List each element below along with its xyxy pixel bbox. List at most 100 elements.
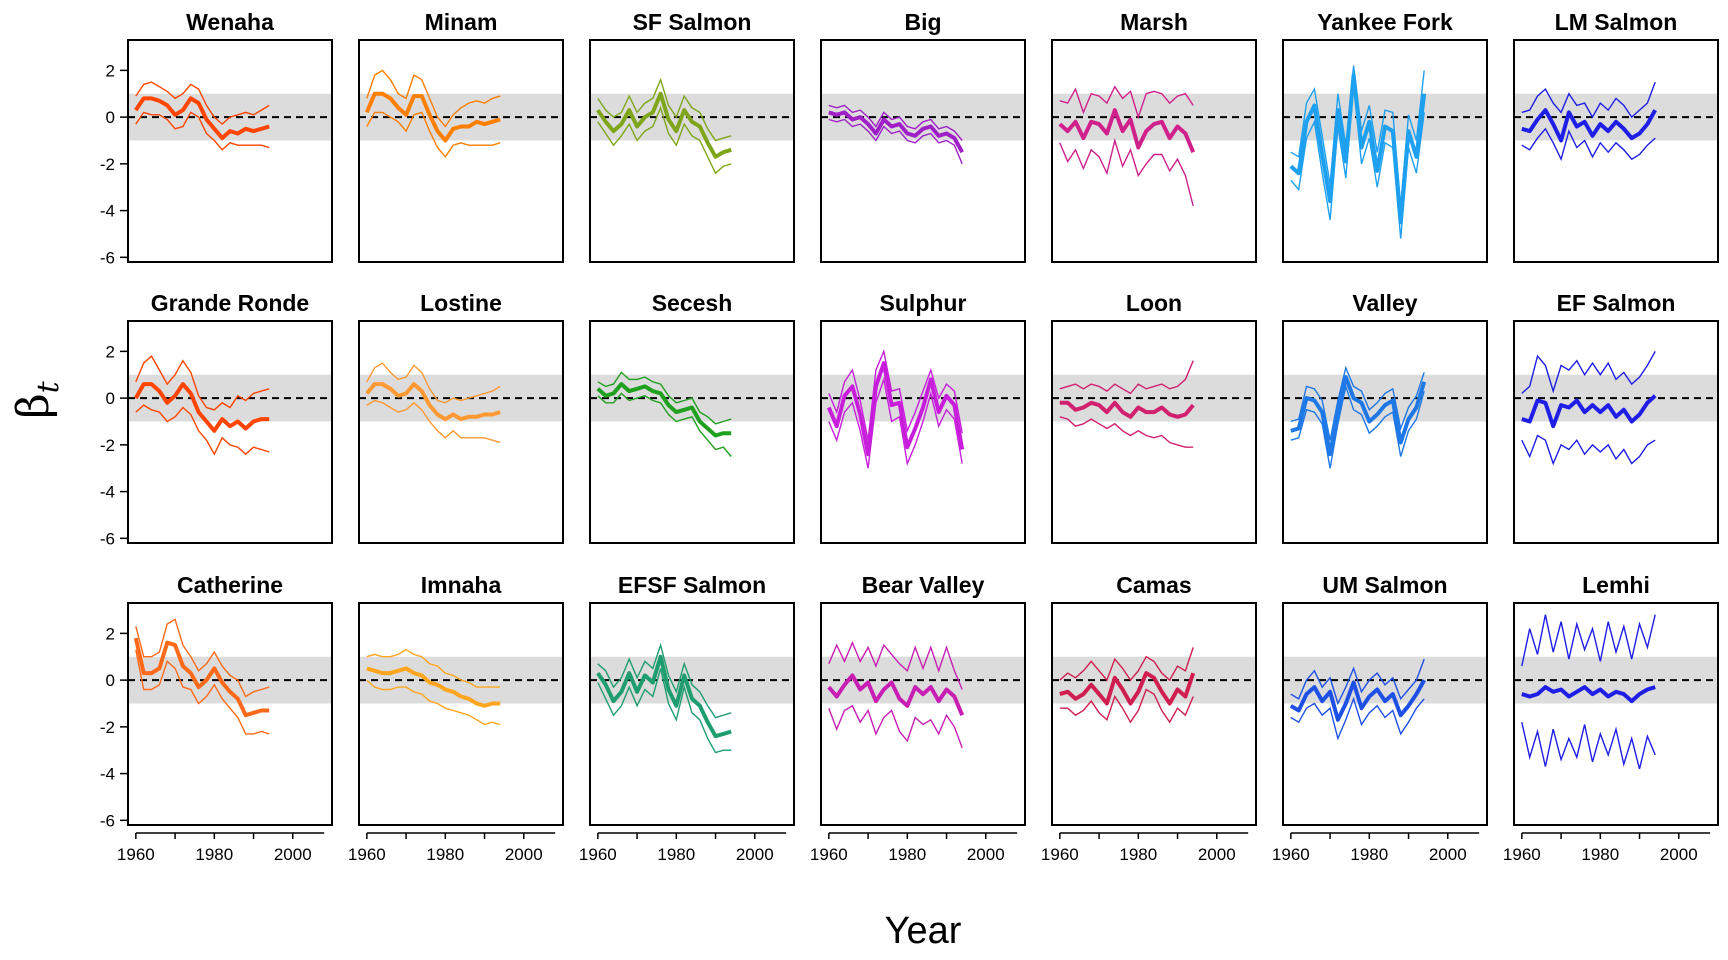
x-tick-label: 2000 [736,845,774,864]
y-tick-label: -6 [100,811,115,830]
series-lines [1521,81,1657,162]
panel-big: Big [820,9,1026,263]
series-lines [364,69,501,158]
mean-line [134,382,270,433]
panel-grande-ronde: Grande Ronde 2 0 -2 -4 -6 [100,290,333,548]
panel-marsh: Marsh [1051,9,1257,263]
x-tick-label: 2000 [1429,845,1467,864]
series-lines [596,77,732,175]
panel-frame [1513,39,1719,263]
mean-line [1521,685,1656,704]
x-tick-label: 1980 [195,845,233,864]
y-tick-label: -6 [100,248,115,267]
x-tick-label: 1960 [810,845,848,864]
panel-title: Loon [1126,290,1182,316]
series-lines [366,648,501,726]
x-tick-label: 1980 [426,845,464,864]
svg-text:βt: βt [8,380,66,418]
panel-frame [1282,602,1488,826]
lower-bound-line [1521,722,1656,770]
mean-line [1059,400,1195,419]
panel-frame [1282,320,1488,544]
upper-bound-line [1290,658,1425,706]
panel-wenaha: Wenaha 2 0 -2 -4 -6 [100,9,333,267]
panel-frame [1513,320,1719,544]
panel-title: Valley [1352,290,1417,316]
panel-loon: Loon [1051,290,1257,544]
series-lines [826,349,965,469]
panel-minam: Minam [358,9,564,263]
upper-bound-line [597,642,732,719]
mean-line [1059,671,1196,706]
panel-um-salmon: UM Salmon 1960 1980 2000 [1272,572,1488,864]
panel-frame [589,320,795,544]
lower-bound-line [1290,383,1425,469]
mean-line [827,673,965,716]
panel-lm-salmon: LM Salmon [1513,9,1719,263]
panel-frame [820,39,1026,263]
panel-frame [127,39,333,263]
mean-line [1058,108,1196,153]
panel-frame [820,320,1026,544]
y-tick-label: 2 [106,61,115,80]
y-axis-title-subscript: t [31,380,66,393]
mean-line [596,91,732,159]
panel-frame [127,320,333,544]
series-lines [1059,360,1195,448]
y-tick-label: -6 [100,529,115,548]
upper-bound-line [1521,614,1656,667]
panel-bear-valley: Bear Valley 1960 1980 2000 [810,572,1026,864]
upper-bound-line [366,648,501,688]
panel-frame [358,39,564,263]
x-tick-label: 2000 [967,845,1005,864]
x-tick-label: 1980 [657,845,695,864]
panel-title: Grande Ronde [151,290,309,316]
mean-line [826,361,965,457]
x-tick-label: 1980 [888,845,926,864]
mean-line [1521,394,1657,429]
panel-frame [820,602,1026,826]
lower-bound-line [1290,696,1425,741]
panel-title: Bear Valley [862,572,985,598]
x-tick-label: 1960 [1272,845,1310,864]
y-tick-label: -2 [100,155,115,174]
upper-bound-line [828,104,963,141]
panel-frame [1282,39,1488,263]
y-tick-label: -2 [100,436,115,455]
panel-lemhi: Lemhi 1960 1980 2000 [1503,572,1719,864]
panel-sulphur: Sulphur [820,290,1026,544]
panel-title: Imnaha [421,572,502,598]
upper-bound-line [1521,351,1656,394]
upper-bound-line [366,69,501,128]
panel-ef-salmon: EF Salmon [1513,290,1719,544]
panel-frame [1051,320,1257,544]
x-tick-label: 1960 [1503,845,1541,864]
x-axis-title: Year [885,910,962,952]
x-tick-label: 1960 [117,845,155,864]
x-tick-label: 2000 [1198,845,1236,864]
lower-bound-line [597,105,732,175]
x-tick-label: 1980 [1581,845,1619,864]
panel-frame [589,602,795,826]
lower-bound-line [1059,416,1194,448]
x-tick-label: 1960 [348,845,386,864]
panel-title: Wenaha [186,9,274,35]
mean-line [364,91,501,143]
mean-line [1289,679,1426,722]
panel-frame [358,320,564,544]
series-lines [1058,85,1196,207]
mean-line [366,666,501,708]
panel-lostine: Lostine [358,290,564,544]
panel-yankee-fork: Yankee Fork [1282,9,1488,263]
lower-bound-line [828,704,963,749]
lower-bound-line [366,111,501,158]
series-lines [1521,614,1656,770]
y-tick-label: -2 [100,718,115,737]
panel-camas: Camas 1960 1980 2000 [1041,572,1257,864]
upper-bound-line [135,618,270,698]
upper-bound-line [828,640,963,690]
mean-line [828,110,964,154]
mean-line [1521,108,1657,143]
upper-bound-line [366,362,501,404]
panel-title: EF Salmon [1557,290,1676,316]
